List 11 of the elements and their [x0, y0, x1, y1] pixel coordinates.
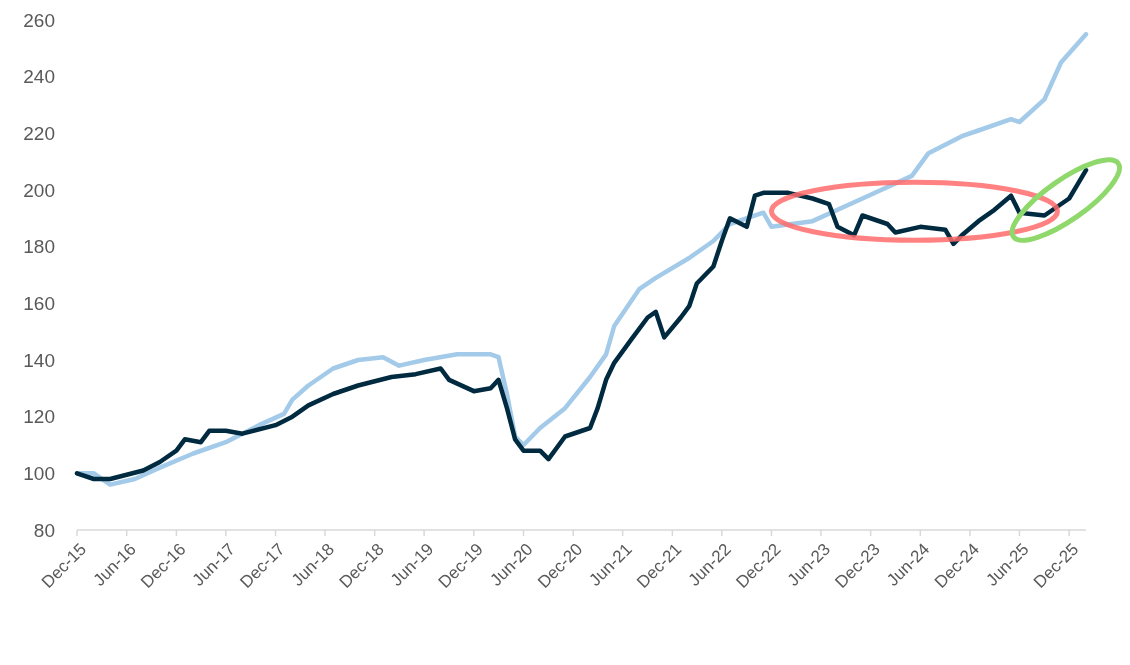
y-tick-label: 200 [23, 179, 55, 201]
y-tick-label: 260 [23, 9, 55, 31]
y-tick-label: 120 [23, 406, 55, 428]
y-tick-label: 80 [33, 519, 55, 541]
y-tick-label: 180 [23, 236, 55, 258]
y-tick-label: 100 [23, 462, 55, 484]
y-tick-label: 140 [23, 349, 55, 371]
line-series [74, 167, 1089, 482]
y-tick-label: 160 [23, 292, 55, 314]
y-tick-label: 240 [23, 66, 55, 88]
y-tick-label: 220 [23, 122, 55, 144]
